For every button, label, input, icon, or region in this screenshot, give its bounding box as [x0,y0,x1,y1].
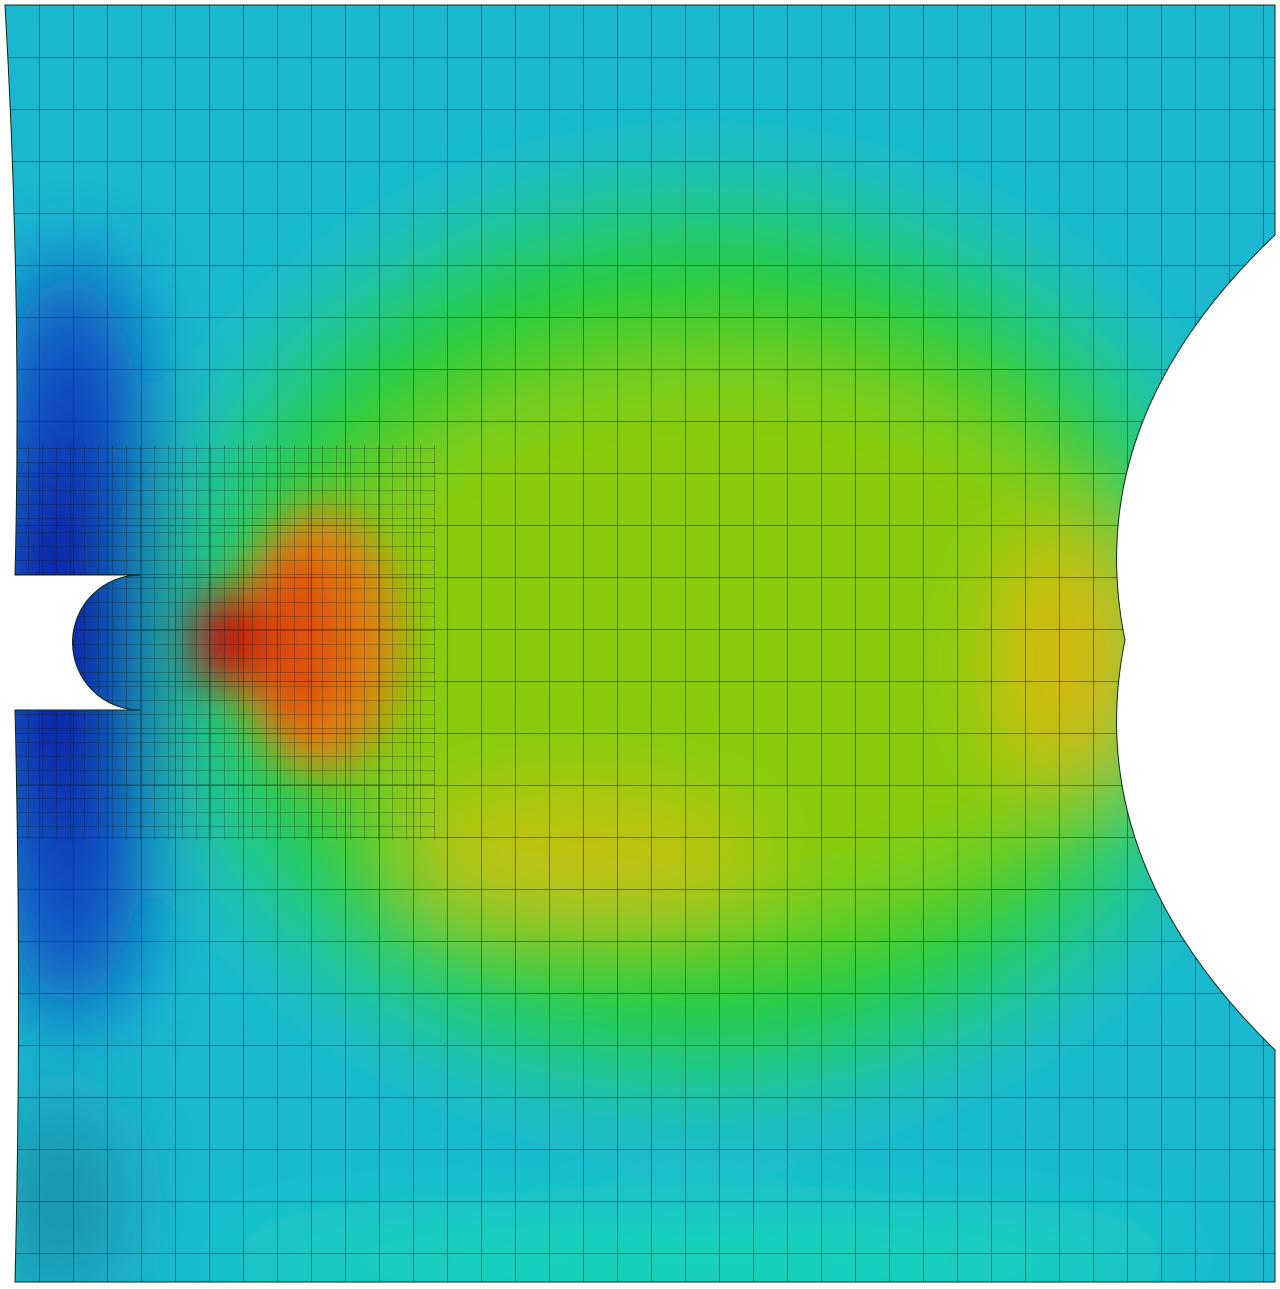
refined-mesh [15,445,435,840]
outline [4,4,1276,1283]
